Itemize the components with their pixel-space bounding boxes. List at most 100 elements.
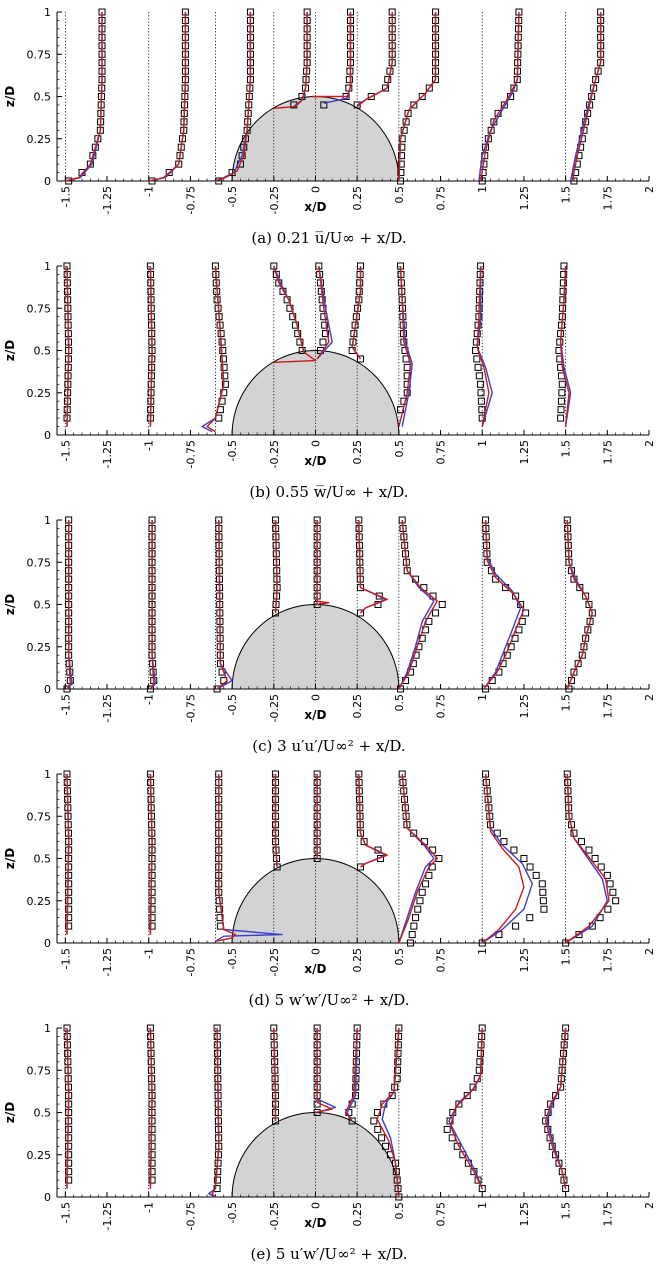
y-tick-label: 0.75 (27, 556, 52, 569)
y-tick-label: 1 (44, 768, 51, 781)
exp-marker (557, 406, 565, 414)
x-tick-label: 0.75 (435, 1202, 448, 1227)
exp-marker (345, 76, 353, 84)
x-tick-label: 1.5 (560, 1202, 573, 1220)
x-tick-label: -0.5 (226, 186, 239, 207)
y-tick-label: 1 (44, 260, 51, 273)
exp-marker (319, 338, 327, 346)
exp-marker (348, 1117, 356, 1125)
exp-marker (393, 1075, 401, 1083)
exp-marker (588, 609, 596, 617)
x-axis-label: x/D (304, 1216, 326, 1230)
exp-marker (432, 609, 440, 617)
exp-marker (148, 1159, 156, 1167)
exp-marker (592, 76, 600, 84)
sim-red-line-1 (149, 1027, 153, 1189)
panel-caption: (e) 5 u′w′/U∞² + x/D. (250, 1245, 407, 1263)
x-tick-label: 1.5 (560, 186, 573, 204)
x-tick-label: -0.25 (268, 440, 281, 468)
y-axis-label: z/D (3, 848, 17, 869)
x-tick-label: -1.5 (59, 186, 72, 207)
x-tick-label: -1 (143, 186, 156, 197)
y-tick-label: 0.25 (27, 387, 52, 400)
exp-marker (146, 685, 154, 693)
x-tick-label: 0 (309, 694, 322, 701)
exp-marker (65, 1142, 73, 1150)
sim-red-line-4 (316, 265, 330, 360)
exp-marker (575, 931, 583, 939)
sim-red-line-5 (356, 12, 393, 108)
exp-marker (407, 939, 415, 947)
x-tick-label: -1 (143, 440, 156, 451)
panel-caption: (b) 0.55 w̅/U∞ + x/D. (249, 483, 408, 501)
x-tick-label: 0.75 (435, 186, 448, 211)
exp-marker (397, 169, 405, 177)
x-tick-label: -0.75 (184, 948, 197, 976)
exp-marker (455, 1100, 463, 1108)
panel-c: -1.5 -1.25 -1 -0.75 -0.5 -0.25 0 0.25 0.5 0.75 1 1.… (3, 514, 656, 755)
sim-red-line-2 (215, 774, 237, 942)
panel-caption: (d) 5 w′w′/U∞² + x/D. (249, 991, 410, 1009)
exp-marker (397, 177, 405, 185)
exp-marker (538, 880, 546, 888)
exp-marker (382, 1142, 390, 1150)
x-tick-label: -1.25 (101, 440, 114, 468)
sim-blue-line-8 (565, 773, 608, 944)
sim-red-line-6 (398, 773, 438, 944)
exp-marker (270, 262, 278, 270)
exp-marker (148, 922, 156, 930)
sim-blue-line-7 (481, 773, 533, 944)
exp-marker (221, 380, 229, 388)
exp-marker (360, 838, 368, 846)
x-tick-label: -0.5 (226, 948, 239, 969)
sim-red-line-3 (274, 774, 278, 868)
sim-red-line-8 (565, 773, 610, 944)
exp-marker (477, 389, 485, 397)
y-axis-label: z/D (3, 1102, 17, 1123)
exp-marker (148, 888, 156, 896)
y-tick-label: 0.25 (27, 641, 52, 654)
exp-marker (556, 338, 564, 346)
exp-marker (604, 905, 612, 913)
sim-blue-line-0 (65, 12, 103, 182)
x-axis-label: x/D (304, 708, 326, 722)
x-tick-label: 1.75 (601, 694, 614, 719)
exp-marker (544, 1125, 552, 1133)
exp-marker (477, 380, 485, 388)
sim-blue-line-7 (476, 266, 493, 427)
exp-marker (507, 643, 515, 651)
x-axis-label: x/D (304, 454, 326, 468)
exp-marker (294, 330, 302, 338)
exp-marker (520, 855, 528, 862)
exp-marker (412, 914, 420, 922)
x-tick-label: 0 (309, 948, 322, 955)
x-tick-label: 0 (309, 440, 322, 447)
sim-red-line-5 (358, 773, 388, 868)
y-tick-label: 0.5 (34, 599, 52, 612)
sim-red-line-1 (149, 520, 155, 690)
x-tick-label: -1.25 (101, 186, 114, 214)
x-tick-label: -0.25 (268, 694, 281, 722)
x-tick-label: 0.25 (351, 948, 364, 973)
exp-marker (219, 347, 227, 354)
x-tick-label: 1.5 (560, 694, 573, 712)
exp-marker (213, 1185, 221, 1193)
exp-marker (478, 1185, 486, 1193)
exp-marker (597, 863, 605, 871)
x-tick-label: -1.25 (101, 1202, 114, 1230)
exp-marker (148, 1168, 156, 1176)
x-tick-label: 1.25 (518, 694, 531, 719)
x-tick-label: -0.5 (226, 440, 239, 461)
exp-marker (584, 626, 592, 634)
exp-marker (219, 355, 227, 363)
exp-marker (148, 897, 156, 905)
exp-marker (594, 67, 602, 75)
exp-marker (559, 296, 567, 304)
x-tick-label: 0.5 (393, 694, 406, 712)
sim-red-line-5 (358, 519, 388, 614)
sim-red-line-7 (479, 11, 520, 182)
y-tick-label: 0.5 (34, 853, 52, 866)
exp-marker (357, 609, 365, 617)
sim-blue-line-4 (315, 1028, 337, 1114)
